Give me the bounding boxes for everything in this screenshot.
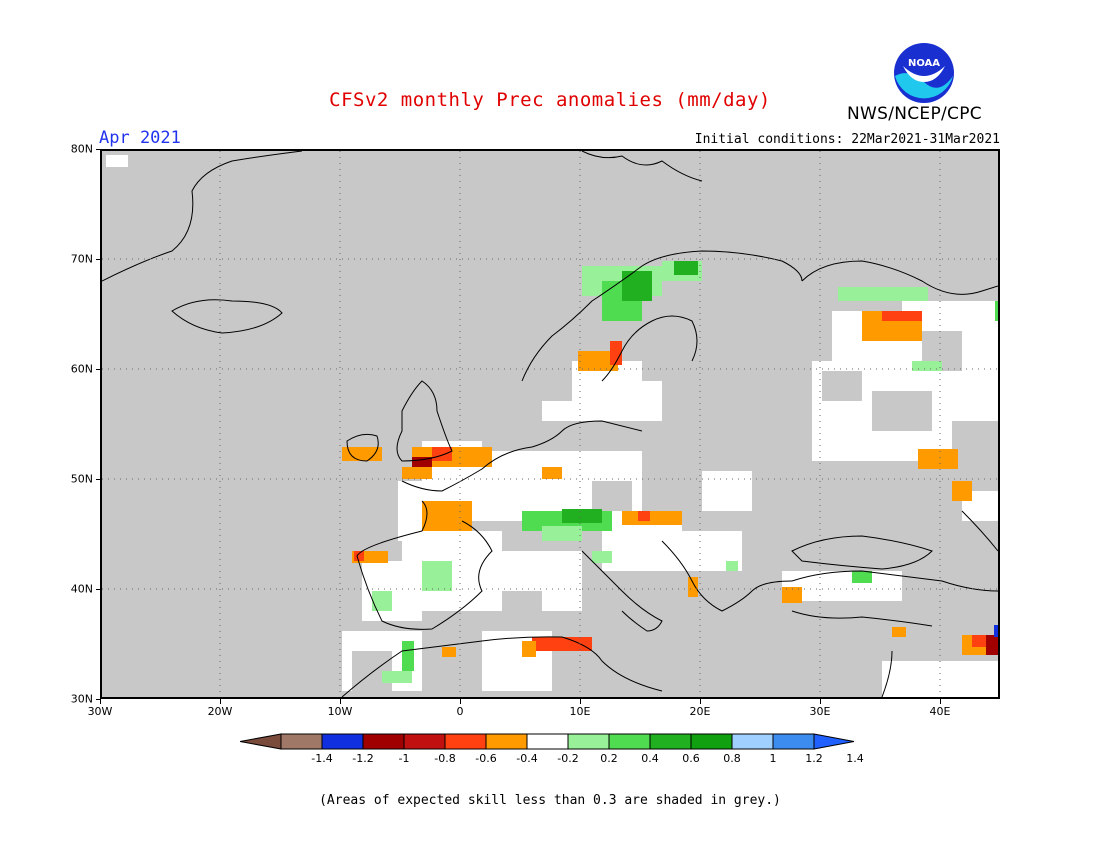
lon-label: 0 <box>456 705 464 718</box>
colorbar-label: 0.2 <box>600 752 618 765</box>
colorbar <box>240 733 855 750</box>
colorbar-label: 1.4 <box>846 752 864 765</box>
colorbar-high-arrow <box>813 733 855 750</box>
lat-label: 70N <box>70 252 93 266</box>
lon-label: 10W <box>327 705 353 718</box>
colorbar-label: -1.2 <box>352 752 374 765</box>
lat-tick <box>96 259 101 260</box>
colorbar-label: -0.4 <box>516 752 538 765</box>
colorbar-cell <box>567 733 610 750</box>
lat-label: 50N <box>70 472 93 486</box>
colorbar-cell <box>321 733 364 750</box>
map-canvas <box>102 151 998 697</box>
colorbar-low-arrow <box>240 733 282 750</box>
colorbar-label: -0.8 <box>434 752 456 765</box>
negative-anomaly-regions <box>342 311 998 657</box>
forecast-period: Apr 2021 <box>99 128 181 148</box>
lon-tick <box>460 699 461 704</box>
lat-label: 80N <box>70 142 93 156</box>
lat-label: 30N <box>70 692 93 706</box>
colorbar-cell <box>608 733 651 750</box>
lat-label: 40N <box>70 582 93 596</box>
colorbar-cell <box>526 733 569 750</box>
colorbar-label: 1.2 <box>805 752 823 765</box>
lon-label: 30E <box>809 705 831 718</box>
lon-tick <box>940 699 941 704</box>
colorbar-cell <box>649 733 692 750</box>
lon-label: 30W <box>87 705 113 718</box>
colorbar-cell <box>444 733 487 750</box>
svg-text:NOAA: NOAA <box>908 58 940 69</box>
lon-label: 20E <box>689 705 711 718</box>
near-zero-regions <box>106 155 998 697</box>
colorbar-label: -1.4 <box>311 752 333 765</box>
colorbar-label: 1 <box>769 752 777 765</box>
lon-tick <box>100 699 101 704</box>
colorbar-cell <box>280 733 323 750</box>
lat-tick <box>96 479 101 480</box>
lon-tick <box>820 699 821 704</box>
lon-label: 20W <box>207 705 233 718</box>
noaa-logo-icon: NOAA <box>894 43 954 103</box>
colorbar-label: 0.8 <box>723 752 741 765</box>
colorbar-label: 0.4 <box>641 752 659 765</box>
colorbar-label: -0.6 <box>475 752 497 765</box>
lat-tick <box>96 369 101 370</box>
coastlines <box>102 151 998 697</box>
colorbar-cell <box>772 733 815 750</box>
lon-tick <box>580 699 581 704</box>
map-title: CFSv2 monthly Prec anomalies (mm/day) <box>329 89 771 111</box>
colorbar-cell <box>485 733 528 750</box>
lon-tick <box>700 699 701 704</box>
lat-tick <box>96 589 101 590</box>
colorbar-cell <box>403 733 446 750</box>
lat-tick <box>96 149 101 150</box>
initial-conditions: Initial conditions: 22Mar2021-31Mar2021 <box>694 132 1000 147</box>
colorbar-cell <box>690 733 733 750</box>
colorbar-label: 0.6 <box>682 752 700 765</box>
colorbar-label: -1 <box>398 752 410 765</box>
colorbar-cell <box>731 733 774 750</box>
skill-footnote: (Areas of expected skill less than 0.3 a… <box>319 793 781 808</box>
lat-label: 60N <box>70 362 93 376</box>
lon-label: 10E <box>569 705 591 718</box>
lat-tick <box>96 699 101 700</box>
lon-label: 40E <box>929 705 951 718</box>
graticule <box>102 151 998 697</box>
agency-label: NWS/NCEP/CPC <box>847 104 982 124</box>
colorbar-label: -0.2 <box>557 752 579 765</box>
positive-anomaly-regions <box>372 261 998 683</box>
lon-tick <box>220 699 221 704</box>
colorbar-cell <box>362 733 405 750</box>
lon-tick <box>340 699 341 704</box>
anomaly-map <box>100 149 1000 699</box>
